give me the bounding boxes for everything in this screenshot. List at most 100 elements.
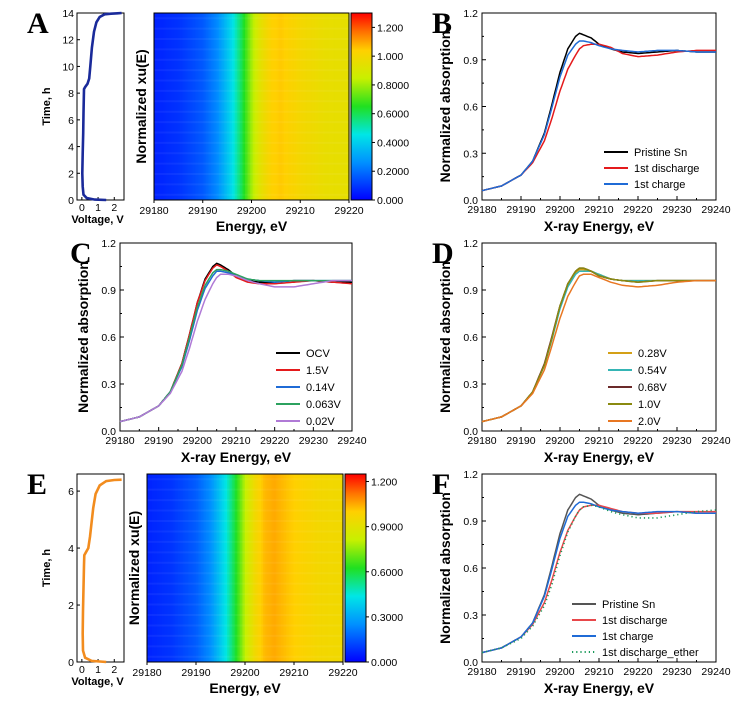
heatmap-cell <box>277 13 280 200</box>
heatmap-cell <box>184 13 188 200</box>
x-tick-label: 29240 <box>701 666 730 678</box>
heatmap-cell <box>307 474 310 662</box>
heatmap-cell <box>220 474 223 662</box>
heatmap-cell <box>297 13 300 200</box>
colorbar-tick-label: 0.6000 <box>371 567 403 579</box>
heatmap-cell <box>189 13 192 200</box>
heatmap-cell <box>344 13 347 200</box>
heatmap-cell <box>228 474 231 662</box>
y-axis-title: Normalized absorption <box>75 261 91 413</box>
heatmap-cell <box>210 13 214 200</box>
heatmap-cell <box>319 13 322 200</box>
heatmap-cell <box>213 474 217 662</box>
heatmap-cell <box>225 474 228 662</box>
heatmap-cell <box>282 13 285 200</box>
time-tick-label: 4 <box>68 142 74 154</box>
heatmap-y-axis-title: Normalized xu(E) <box>126 511 142 625</box>
heatmap-cell <box>191 13 194 200</box>
x-tick-label: 29180 <box>467 435 496 447</box>
heatmap-x-tick-label: 29180 <box>139 205 168 217</box>
heatmap-cell <box>186 474 189 662</box>
heatmap-cell <box>196 13 199 200</box>
heatmap-cell <box>217 474 220 662</box>
colorbar-tick-label: 0.000 <box>371 657 397 669</box>
series-line-1st-discharge <box>481 504 716 654</box>
y-tick-label: 0.0 <box>463 657 478 669</box>
heatmap-cell <box>205 474 209 662</box>
colorbar-tick-label: 0.4000 <box>377 137 409 149</box>
legend-label: 1st discharge <box>634 163 699 175</box>
heatmap-cell <box>320 474 323 662</box>
heatmap-cell <box>246 13 249 200</box>
heatmap-cell <box>175 13 178 200</box>
plot-frame <box>481 473 717 663</box>
x-tick-label: 29240 <box>701 204 730 216</box>
series-line-1st-charge <box>481 501 716 654</box>
heatmap-cell <box>176 474 179 662</box>
x-axis-title: X-ray Energy, eV <box>181 449 292 465</box>
heatmap-cell <box>331 13 334 200</box>
series-line-0-54v <box>481 270 716 423</box>
legend-label: 0.68V <box>638 382 667 394</box>
heatmap-cell <box>298 474 302 662</box>
x-axis-title: X-ray Energy, eV <box>544 449 655 465</box>
heatmap-cell <box>325 474 328 662</box>
heatmap-cell <box>280 13 283 200</box>
heatmap-cell <box>259 474 262 662</box>
heatmap-cell <box>297 474 300 662</box>
heatmap-cell <box>261 474 264 662</box>
heatmap-cell <box>267 13 270 200</box>
y-tick-label: 0.0 <box>463 426 478 438</box>
panel-letter: E <box>27 468 47 501</box>
heatmap-cell <box>230 474 233 662</box>
heatmap-cell <box>158 13 162 200</box>
heatmap-cell <box>212 13 215 200</box>
heatmap-cell <box>151 474 155 662</box>
x-tick-label: 29200 <box>545 204 574 216</box>
heatmap-cell <box>201 13 204 200</box>
heatmap-cell <box>284 474 287 662</box>
heatmap-cell <box>258 474 261 662</box>
heatmap-cell <box>212 474 215 662</box>
x-tick-label: 29180 <box>467 666 496 678</box>
x-tick-label: 29200 <box>183 435 212 447</box>
heatmap-cell <box>287 474 290 662</box>
heatmap-cell <box>300 474 303 662</box>
heatmap-cell <box>187 474 191 662</box>
heatmap-cell <box>228 13 231 200</box>
series-line-2-0v <box>481 273 716 423</box>
x-tick-label: 29210 <box>584 666 613 678</box>
heatmap-cell <box>321 13 324 200</box>
heatmap-cell <box>267 474 271 662</box>
y-tick-label: 0.6 <box>101 332 116 344</box>
y-axis-title: Normalized absorption <box>437 31 453 183</box>
y-tick-label: 0.9 <box>101 285 116 297</box>
time-tick-label: 0 <box>68 657 74 669</box>
heatmap-x-axis-title: Energy, eV <box>216 218 288 234</box>
heatmap-cell <box>223 474 226 662</box>
heatmap-cell <box>326 474 329 662</box>
heatmap-cell <box>272 13 275 200</box>
y-tick-label: 0.3 <box>463 379 478 391</box>
heatmap-cell <box>178 474 181 662</box>
heatmap-cell <box>158 474 161 662</box>
series-line-0-68v <box>481 267 716 423</box>
heatmap-cell <box>176 13 179 200</box>
heatmap-cell <box>222 13 225 200</box>
x-tick-label: 29210 <box>584 435 613 447</box>
colorbar-tick-label: 0.9000 <box>371 522 403 534</box>
legend-label: 0.28V <box>638 348 667 360</box>
series-line-0-02v <box>119 273 352 423</box>
heatmap-cell <box>262 474 266 662</box>
heatmap-cell <box>338 474 341 662</box>
heatmap-cell <box>264 13 267 200</box>
heatmap-cell <box>241 13 244 200</box>
y-tick-label: 0.6 <box>463 563 478 575</box>
y-tick-label: 0.6 <box>463 332 478 344</box>
heatmap-cell <box>183 13 186 200</box>
y-tick-label: 0.9 <box>463 285 478 297</box>
heatmap-cell <box>197 474 200 662</box>
heatmap-cell <box>336 13 339 200</box>
heatmap-cell <box>180 13 183 200</box>
panel-letter: C <box>70 237 92 270</box>
